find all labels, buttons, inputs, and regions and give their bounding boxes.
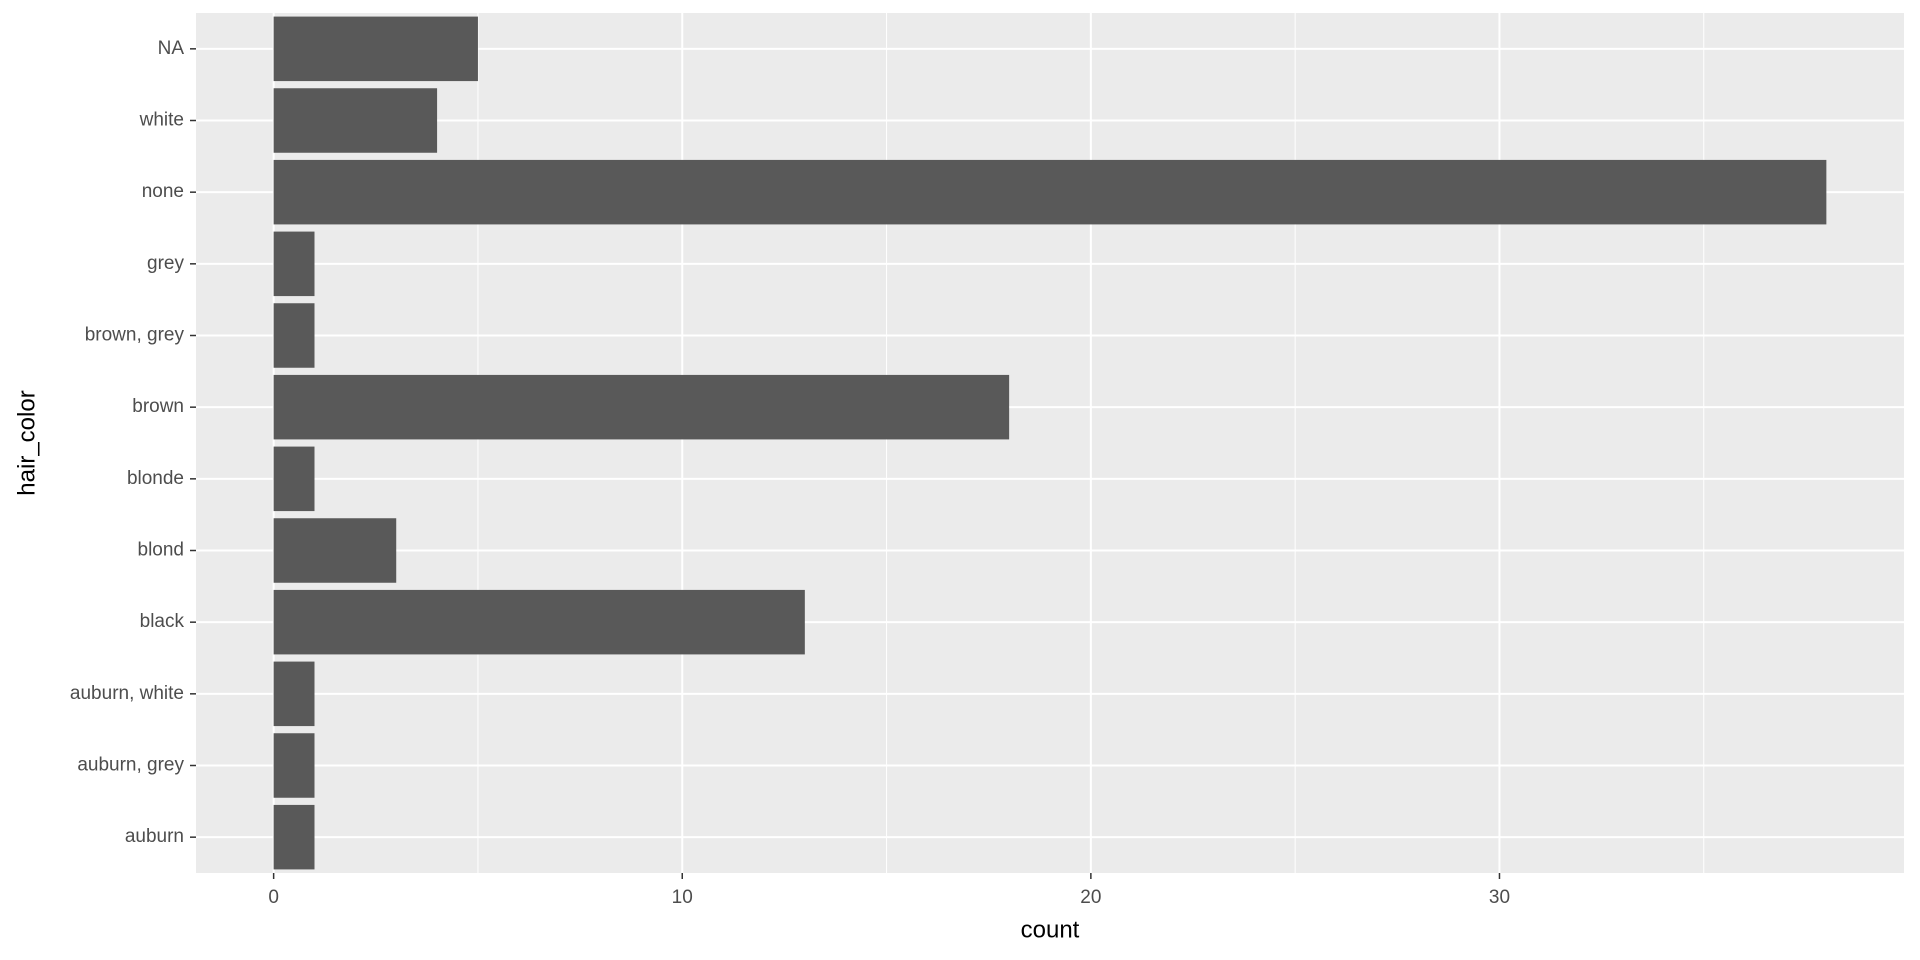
y-tick-label: auburn, grey [77,755,184,776]
bar [273,16,478,82]
bar [273,88,438,153]
y-tick-label: auburn, white [70,683,184,704]
y-tick-label: none [142,181,184,202]
y-tick-label: blond [138,540,185,561]
y-tick-label: blonde [127,468,184,489]
y-tick-label: grey [147,253,184,274]
x-tick-label: 0 [268,887,279,908]
bar [273,589,805,655]
bar [273,374,1010,440]
y-tick-label: brown [132,396,184,417]
y-tick-label: NA [158,38,185,59]
y-tick-label: black [140,611,185,632]
panel [196,13,1904,873]
x-axis-title: count [1021,916,1080,943]
x-tick-label: 30 [1489,887,1510,908]
x-tick-label: 20 [1080,887,1101,908]
y-axis-title: hair_color [13,390,40,495]
bar [273,733,315,798]
bar [273,518,397,583]
y-tick-label: white [139,110,184,131]
bar [273,159,1827,225]
x-tick-label: 10 [672,887,693,908]
y-tick-label: auburn [125,826,184,847]
bar [273,446,315,512]
y-tick-label: brown, grey [85,325,185,346]
bar [273,303,315,368]
bar [273,804,315,870]
bar [273,231,315,297]
bar [273,661,315,727]
